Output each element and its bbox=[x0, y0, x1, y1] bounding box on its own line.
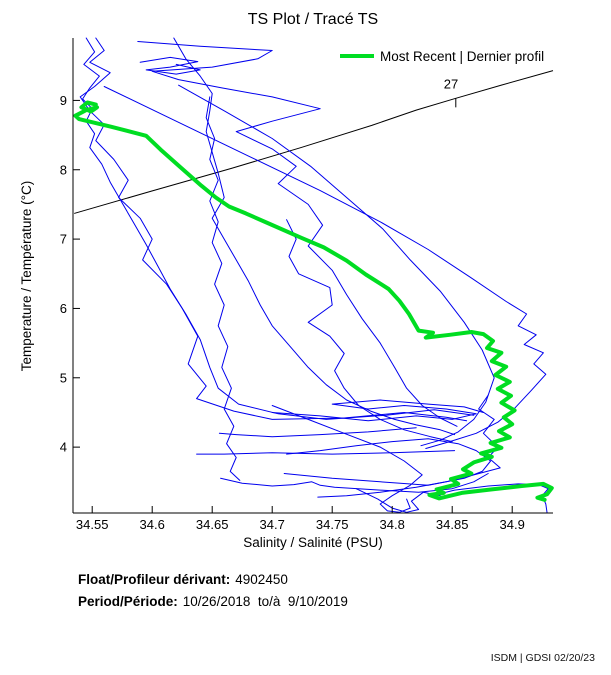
legend-label: Most Recent | Dernier profil bbox=[380, 49, 544, 64]
profile-12-line bbox=[196, 450, 456, 455]
profile-04-line bbox=[173, 37, 456, 436]
period-line: Period/Période: 10/26/2018 to/à 9/10/2019 bbox=[78, 594, 348, 609]
footer: Float/Profileur dérivant: 4902450 Period/… bbox=[78, 572, 348, 609]
chart-title: TS Plot / Tracé TS bbox=[248, 11, 378, 28]
profile-05-line bbox=[103, 86, 547, 449]
contour-line bbox=[74, 70, 554, 214]
density-contour: 27 bbox=[74, 70, 554, 214]
profile-07-line bbox=[205, 96, 241, 481]
x-tick-label: 34.8 bbox=[380, 517, 405, 532]
x-tick-label: 34.65 bbox=[196, 517, 229, 532]
x-ticks: 34.55 34.6 34.65 34.7 34.75 34.8 34.85 34.9 bbox=[76, 506, 525, 532]
float-id-line: Float/Profileur dérivant: 4902450 bbox=[78, 572, 288, 587]
contour-label: 27 bbox=[444, 77, 458, 92]
y-tick-label: 6 bbox=[60, 301, 67, 316]
x-tick-label: 34.75 bbox=[316, 517, 349, 532]
x-tick-label: 34.85 bbox=[436, 517, 469, 532]
y-tick-label: 7 bbox=[60, 232, 67, 247]
profile-08-line bbox=[286, 219, 453, 443]
blue-profiles bbox=[79, 37, 549, 513]
x-tick-label: 34.7 bbox=[260, 517, 285, 532]
isdm-watermark: ISDM | GDSI 02/20/23 bbox=[491, 652, 595, 664]
x-tick-label: 34.6 bbox=[140, 517, 165, 532]
x-axis-label: Salinity / Salinité (PSU) bbox=[243, 535, 383, 550]
profile-03-line bbox=[137, 41, 458, 427]
profile-02-line bbox=[82, 37, 475, 420]
y-axis-label: Temperature / Température (°C) bbox=[19, 181, 34, 371]
legend: Most Recent | Dernier profil bbox=[340, 49, 544, 64]
y-tick-label: 9 bbox=[60, 93, 67, 108]
profile-17-line bbox=[139, 56, 201, 75]
period-value: 10/26/2018 to/à 9/10/2019 bbox=[183, 594, 348, 609]
x-tick-label: 34.55 bbox=[76, 517, 109, 532]
float-id-label: Float/Profileur dérivant: bbox=[78, 572, 230, 587]
float-id-value: 4902450 bbox=[235, 572, 288, 587]
profile-01-line bbox=[79, 37, 468, 422]
y-ticks: 4 5 6 7 8 9 bbox=[60, 93, 80, 455]
y-tick-label: 5 bbox=[60, 370, 67, 385]
y-tick-label: 8 bbox=[60, 162, 67, 177]
most-recent-profile-line bbox=[73, 100, 554, 502]
axes: 34.55 34.6 34.65 34.7 34.75 34.8 34.85 34.9 4 5 6… bbox=[60, 38, 553, 532]
profile-09-line bbox=[317, 394, 501, 498]
x-tick-label: 34.9 bbox=[500, 517, 525, 532]
profile-11-line bbox=[218, 427, 417, 438]
y-tick-label: 4 bbox=[60, 440, 67, 455]
profile-15-line bbox=[271, 399, 484, 422]
profile-13-line bbox=[220, 473, 489, 493]
profile-18-line bbox=[355, 488, 441, 513]
most-recent-profile bbox=[73, 100, 554, 502]
period-label: Period/Période: bbox=[78, 594, 178, 609]
profile-14-line bbox=[271, 405, 423, 513]
profile-06-line bbox=[178, 84, 495, 447]
